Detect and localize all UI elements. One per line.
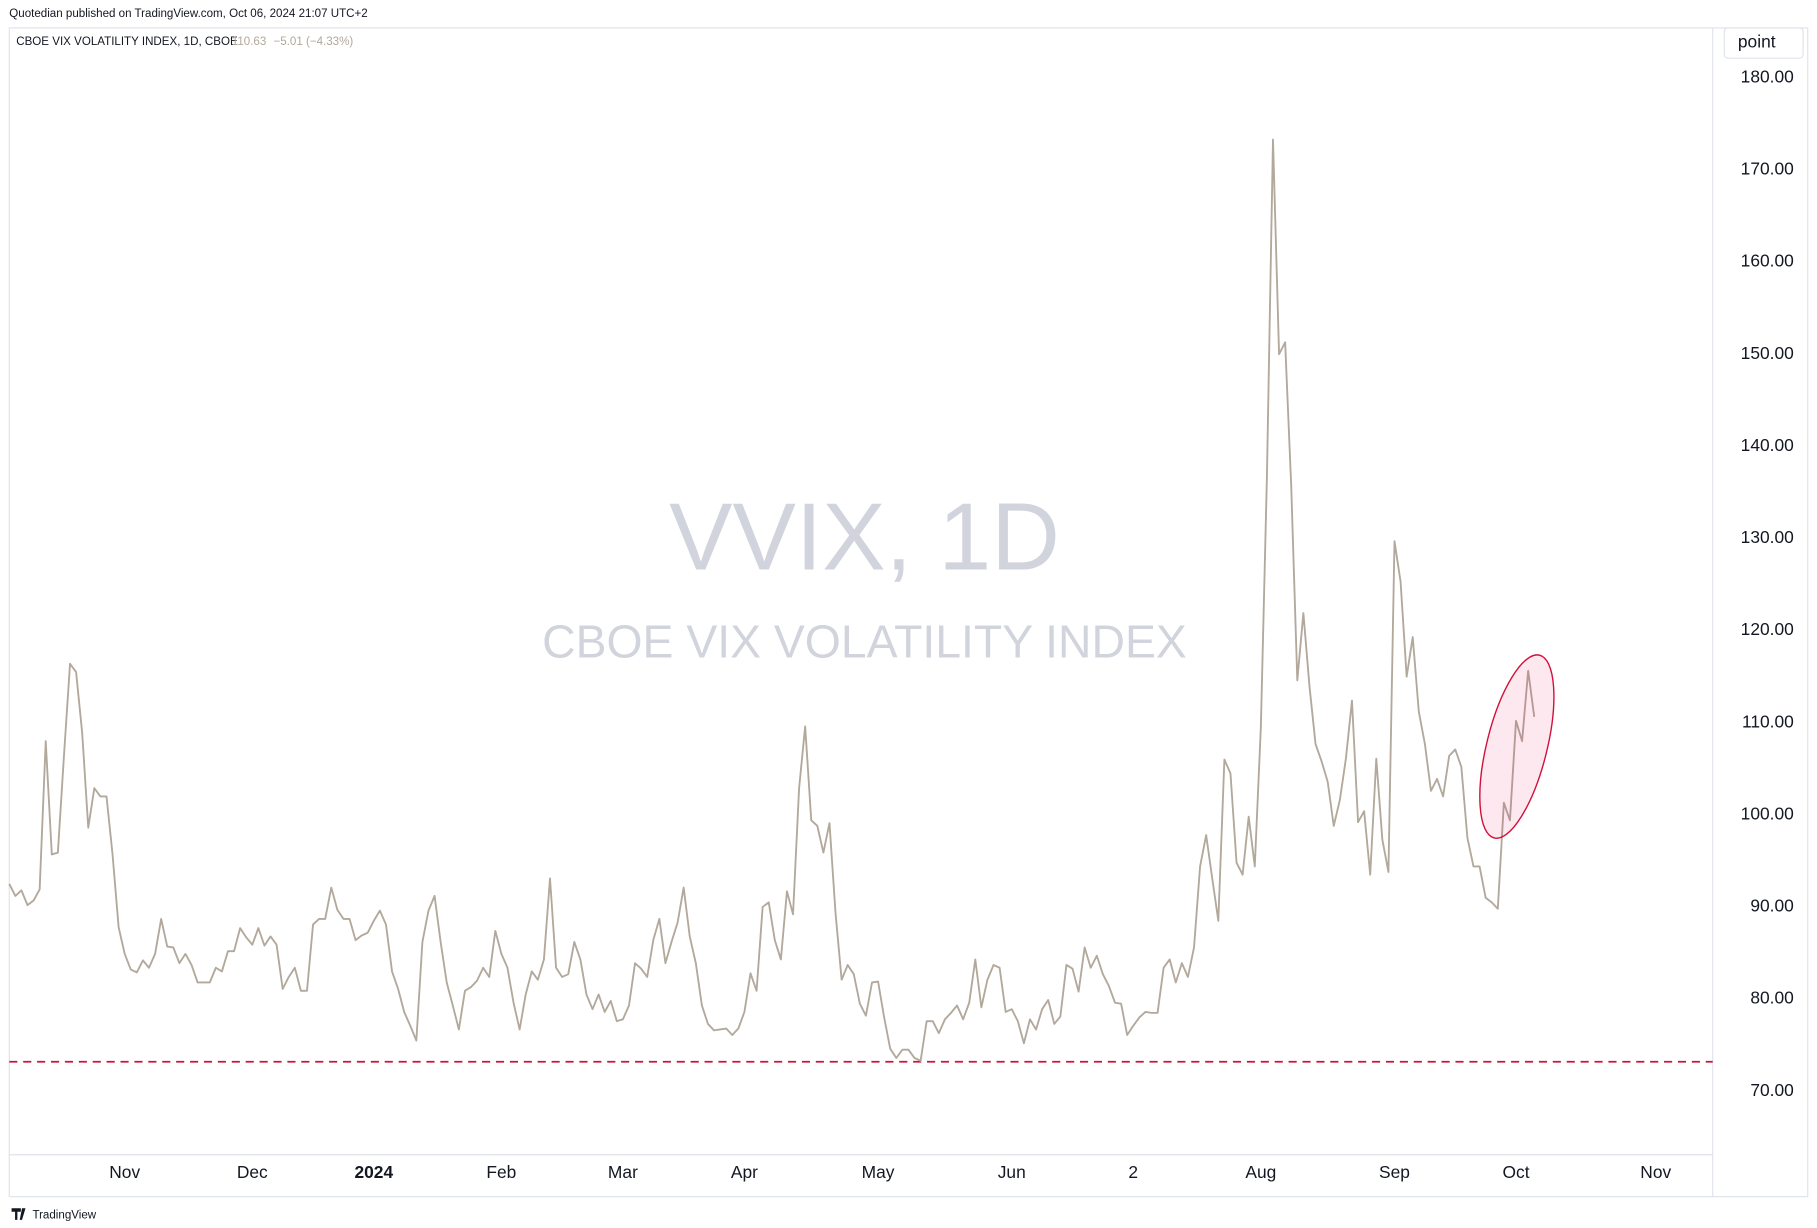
- x-tick-label: Apr: [731, 1162, 758, 1182]
- unit-label[interactable]: point: [1738, 32, 1776, 52]
- legend-change: −5.01 (−4.33%): [273, 35, 353, 48]
- y-tick-label: 170.00: [1741, 159, 1794, 179]
- y-tick-label: 160.00: [1741, 251, 1794, 271]
- x-tick-label: Dec: [237, 1162, 268, 1182]
- watermark-title: VVIX, 1D: [669, 484, 1060, 590]
- y-tick-label: 150.00: [1741, 343, 1794, 363]
- y-tick-label: 130.00: [1741, 527, 1794, 547]
- y-tick-label: 80.00: [1750, 988, 1793, 1008]
- x-tick-label: Aug: [1245, 1162, 1276, 1182]
- logo-mark: [11, 1208, 26, 1220]
- x-tick-label: 2: [1128, 1162, 1138, 1182]
- legend-symbol: CBOE VIX VOLATILITY INDEX, 1D, CBOE: [16, 35, 238, 48]
- series-line: [8, 138, 1536, 1062]
- x-tick-label: Nov: [1640, 1162, 1671, 1182]
- chart-frame: [8, 27, 1809, 1198]
- legend-last: 110.63: [232, 35, 267, 48]
- footer-logo: [11, 1208, 26, 1220]
- header: Quotedian published on TradingView.com, …: [9, 7, 367, 20]
- x-tick-label: May: [862, 1162, 895, 1182]
- x-tick-label: Mar: [608, 1162, 638, 1182]
- watermark-subtitle: CBOE VIX VOLATILITY INDEX: [542, 616, 1187, 668]
- x-tick-label: Oct: [1502, 1162, 1529, 1182]
- y-tick-label: 140.00: [1741, 435, 1794, 455]
- y-tick-label: 70.00: [1750, 1080, 1793, 1100]
- x-tick-label: Nov: [109, 1162, 140, 1182]
- y-tick-label: 180.00: [1741, 66, 1794, 86]
- x-tick-label: Feb: [486, 1162, 516, 1182]
- y-tick-label: 90.00: [1750, 896, 1793, 916]
- unit-box[interactable]: [1723, 27, 1804, 59]
- footer: TradingView: [32, 1208, 96, 1221]
- plot: [8, 138, 1713, 1063]
- y-tick-label: 120.00: [1741, 619, 1794, 639]
- x-tick-label: 2024: [354, 1162, 393, 1182]
- y-tick-label: 110.00: [1742, 711, 1794, 731]
- highlight-ellipse: [1479, 654, 1555, 839]
- y-tick-label: 100.00: [1741, 803, 1794, 823]
- x-tick-label: Sep: [1379, 1162, 1410, 1182]
- x-tick-label: Jun: [998, 1162, 1026, 1182]
